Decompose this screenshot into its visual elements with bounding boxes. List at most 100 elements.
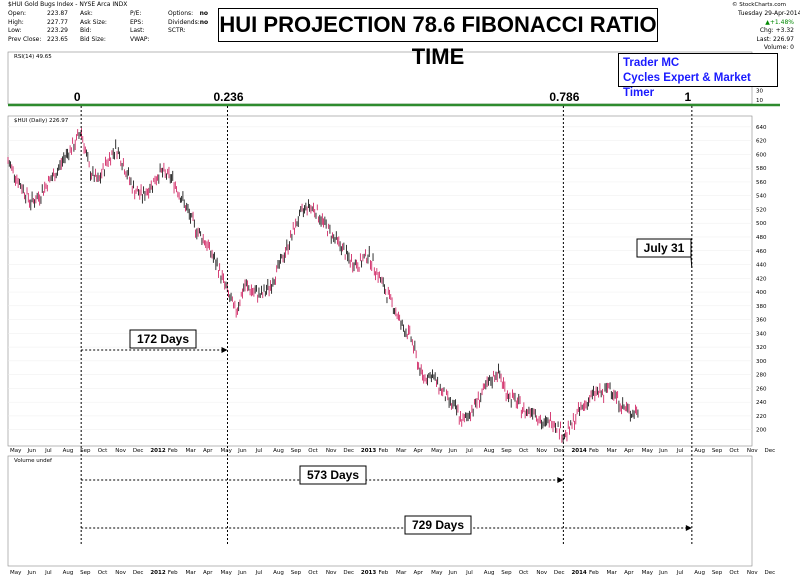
- quote-key: P/E:: [130, 10, 142, 17]
- x-tick-label: Sep: [80, 448, 91, 454]
- x-tick-label: Oct: [519, 570, 529, 576]
- quote-value: 227.77: [47, 18, 68, 26]
- x-tick-label: Dec: [554, 570, 565, 576]
- quote-value: no: [199, 18, 209, 26]
- x-tick-label: Jul: [255, 570, 263, 576]
- x-tick-label: Oct: [729, 448, 739, 454]
- price-tick-label: 380: [756, 304, 767, 310]
- x-tick-label: Aug: [694, 448, 705, 454]
- span-label-box: [404, 515, 472, 535]
- span-label: 172 Days: [137, 332, 189, 346]
- x-tick-label: Mar: [396, 570, 407, 576]
- x-tick-label: Feb: [589, 570, 599, 576]
- date-callout-pointer: [690, 256, 693, 269]
- x-tick-label: Dec: [133, 570, 144, 576]
- vol-label: Volume:: [763, 44, 789, 51]
- price-tick-label: 540: [756, 194, 767, 200]
- x-tick-label: Feb: [168, 570, 178, 576]
- author-box: Trader MC Cycles Expert & Market Timer: [618, 53, 778, 99]
- chart-title: HUI PROJECTION 78.6 FIBONACCI RATIO TIME: [218, 8, 658, 69]
- quote-last: Last: 226.97: [738, 36, 794, 45]
- x-tick-label: Jul: [465, 448, 473, 454]
- x-axis-labels-bottom: May Jun Jul Aug Sep Oct Nov Dec 2012 Feb Mar Apr May…: [10, 570, 775, 576]
- last-value: 226.97: [773, 35, 794, 43]
- symbol-line: $HUI Gold Bugs Index - NYSE Arca INDX: [8, 1, 128, 8]
- x-tick-label: Jun: [448, 570, 458, 576]
- x-tick-label: Nov: [326, 570, 337, 576]
- fib-label: 0.786: [549, 90, 579, 104]
- price-tick-label: 580: [756, 166, 767, 172]
- x-tick-label: Jul: [676, 570, 684, 576]
- x-axis-labels-top: May Jun Jul Aug Sep Oct Nov Dec 2012 Feb Mar Apr May…: [10, 448, 775, 454]
- span-arrow-head: [685, 525, 692, 531]
- span-arrow-head: [557, 477, 564, 483]
- price-label: $HUI (Daily) 226.97: [14, 118, 69, 124]
- x-tick-label: 2013: [361, 570, 376, 576]
- col3-row: EPS:: [130, 19, 170, 28]
- x-tick-label: 2014: [571, 448, 586, 454]
- quote-key: Bid:: [80, 27, 92, 34]
- x-tick-label: May: [221, 570, 233, 576]
- price-tick-label: 240: [756, 400, 767, 406]
- x-tick-label: Nov: [326, 448, 337, 454]
- vol-value: 0: [790, 44, 794, 51]
- quote-value: 223.87: [47, 10, 68, 17]
- rsi-tick-label: 10: [756, 98, 763, 104]
- rsi-label: RSI(14) 49.65: [14, 54, 52, 60]
- price-panel: [7, 115, 753, 447]
- x-tick-label: Apr: [203, 448, 213, 454]
- price-y-ticks: 640 620 600 580 560 540 520 500 480 460 440 420 400 3…: [756, 125, 767, 434]
- col1-row: Low: 223.29: [8, 27, 68, 36]
- quote-col-4: Options: no Dividends: no SCTR:: [168, 10, 208, 36]
- quote-key: EPS:: [130, 18, 144, 26]
- x-tick-label: Nov: [536, 448, 547, 454]
- quote-volume: Volume: 0: [738, 44, 794, 53]
- x-tick-label: Dec: [343, 570, 354, 576]
- x-tick-label: Feb: [378, 570, 388, 576]
- author-line-2: Cycles Expert & Market Timer: [623, 72, 751, 99]
- x-tick-label: Jun: [27, 448, 37, 454]
- x-tick-label: Sep: [291, 448, 302, 454]
- x-tick-label: May: [10, 448, 22, 454]
- price-tick-label: 360: [756, 318, 767, 324]
- quote-key: Last:: [130, 27, 145, 34]
- x-tick-label: Apr: [203, 570, 213, 576]
- price-tick-label: 460: [756, 249, 767, 255]
- x-tick-label: Oct: [308, 448, 318, 454]
- x-tick-label: Aug: [63, 570, 74, 576]
- x-tick-label: Oct: [729, 570, 739, 576]
- x-tick-label: Sep: [80, 570, 91, 576]
- col3-row: VWAP:: [130, 36, 170, 45]
- x-tick-label: Mar: [185, 570, 196, 576]
- quote-key: Bid Size:: [80, 35, 106, 43]
- col2-row: Bid Size:: [80, 36, 130, 45]
- x-tick-label: Dec: [343, 448, 354, 454]
- quote-key: SCTR:: [168, 27, 186, 34]
- x-tick-label: May: [431, 448, 443, 454]
- x-tick-label: Nov: [115, 570, 126, 576]
- price-tick-label: 340: [756, 331, 767, 337]
- col3-row: P/E:: [130, 10, 170, 19]
- price-tick-label: 300: [756, 359, 767, 365]
- x-tick-label: Sep: [501, 448, 512, 454]
- x-tick-label: Aug: [273, 570, 284, 576]
- span-arrow-head: [221, 347, 228, 353]
- x-tick-label: May: [642, 570, 654, 576]
- quote-key: Prev Close:: [8, 35, 42, 43]
- col2-row: Ask Size:: [80, 19, 130, 28]
- volume-panel: [7, 455, 753, 567]
- span-label-box: [129, 329, 197, 349]
- x-tick-label: 2013: [361, 448, 376, 454]
- price-tick-label: 420: [756, 276, 767, 282]
- x-tick-label: Sep: [712, 448, 723, 454]
- x-tick-label: 2012: [150, 448, 165, 454]
- price-tick-label: 200: [756, 428, 767, 434]
- price-tick-label: 640: [756, 125, 767, 131]
- x-tick-label: Sep: [291, 570, 302, 576]
- x-tick-label: Jun: [237, 448, 247, 454]
- price-tick-label: 520: [756, 207, 767, 213]
- x-tick-label: Apr: [624, 570, 634, 576]
- x-tick-label: Nov: [747, 448, 758, 454]
- price-tick-label: 220: [756, 414, 767, 420]
- price-tick-label: 440: [756, 263, 767, 269]
